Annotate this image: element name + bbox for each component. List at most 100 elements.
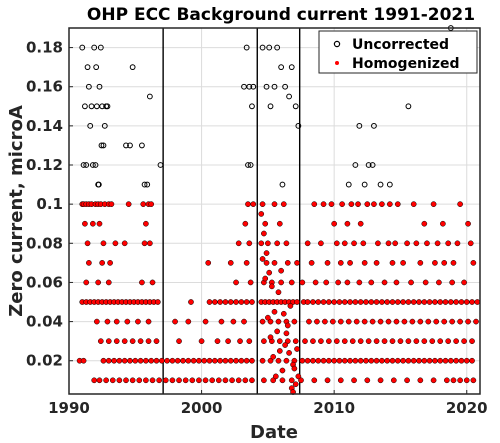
point-homogenized (283, 240, 290, 247)
point-homogenized (410, 357, 417, 364)
point-uncorrected (278, 64, 285, 71)
point-homogenized (97, 338, 104, 345)
point-homogenized (243, 260, 250, 266)
point-uncorrected (246, 83, 253, 90)
point-uncorrected (92, 162, 99, 168)
point-homogenized (381, 279, 388, 286)
point-homogenized (237, 338, 243, 345)
point-homogenized (185, 357, 192, 364)
point-homogenized (267, 318, 274, 325)
point-homogenized (278, 267, 284, 274)
point-uncorrected (101, 122, 108, 129)
point-homogenized (442, 299, 449, 305)
point-homogenized (247, 279, 254, 286)
point-homogenized (442, 357, 449, 364)
point-uncorrected (80, 162, 87, 168)
point-homogenized (405, 357, 412, 364)
legend-marker-uncorrected (333, 40, 341, 48)
point-homogenized (202, 377, 209, 384)
point-uncorrected (91, 44, 98, 51)
point-uncorrected (129, 64, 136, 71)
point-homogenized (259, 256, 266, 262)
point-homogenized (145, 318, 152, 325)
point-homogenized (137, 357, 144, 364)
point-homogenized (470, 377, 477, 384)
point-homogenized (324, 260, 331, 266)
point-uncorrected (144, 181, 151, 188)
point-homogenized (365, 338, 372, 345)
point-homogenized (458, 299, 465, 305)
point-homogenized (230, 318, 237, 325)
point-homogenized (294, 299, 300, 305)
point-homogenized (393, 279, 400, 286)
point-uncorrected (93, 103, 100, 110)
point-uncorrected (286, 93, 292, 100)
point-homogenized (329, 318, 336, 325)
point-homogenized (156, 377, 163, 384)
point-homogenized (227, 357, 234, 364)
point-homogenized (326, 299, 332, 305)
point-homogenized (121, 357, 128, 364)
point-uncorrected (247, 162, 254, 168)
point-homogenized (280, 310, 287, 317)
point-homogenized (441, 318, 448, 325)
point-homogenized (311, 377, 318, 384)
point-homogenized (436, 279, 442, 286)
point-uncorrected (123, 142, 129, 149)
point-homogenized (445, 240, 452, 247)
point-homogenized (379, 357, 385, 364)
y-tick-label: 0.14 (26, 117, 63, 135)
point-homogenized (261, 230, 267, 237)
point-uncorrected (243, 44, 250, 51)
point-homogenized (294, 346, 300, 352)
point-homogenized (148, 201, 155, 207)
point-homogenized (272, 373, 279, 380)
point-homogenized (292, 338, 299, 345)
point-homogenized (259, 201, 266, 207)
point-homogenized (125, 201, 132, 207)
point-homogenized (373, 299, 380, 305)
point-homogenized (379, 299, 385, 305)
point-uncorrected (386, 181, 393, 188)
point-homogenized (408, 279, 414, 286)
point-homogenized (351, 377, 357, 384)
series-uncorrected (79, 25, 454, 188)
point-uncorrected (271, 83, 278, 90)
point-homogenized (453, 338, 459, 345)
point-homogenized (284, 322, 291, 329)
point-homogenized (294, 260, 300, 266)
point-uncorrected (88, 103, 95, 110)
point-homogenized (385, 240, 392, 247)
point-homogenized (353, 318, 360, 325)
x-axis-label: Date (250, 422, 298, 443)
point-homogenized (229, 377, 235, 384)
point-homogenized (357, 299, 364, 305)
point-homogenized (261, 377, 267, 384)
point-homogenized (337, 377, 344, 384)
point-homogenized (238, 299, 245, 305)
point-homogenized (447, 299, 454, 305)
point-homogenized (180, 357, 186, 364)
point-homogenized (206, 299, 213, 305)
point-homogenized (337, 260, 344, 266)
point-homogenized (333, 338, 340, 345)
point-homogenized (287, 303, 294, 309)
point-homogenized (315, 299, 322, 305)
point-homogenized (147, 240, 153, 247)
point-homogenized (295, 373, 302, 380)
point-homogenized (143, 220, 149, 227)
x-tick-label: 2010 (313, 399, 355, 417)
point-homogenized (143, 357, 149, 364)
point-homogenized (345, 318, 352, 325)
point-homogenized (141, 240, 148, 247)
gridlines (68, 28, 480, 394)
point-homogenized (400, 260, 406, 266)
point-homogenized (320, 357, 327, 364)
point-homogenized (357, 357, 364, 364)
point-homogenized (227, 260, 234, 266)
point-homogenized (96, 377, 103, 384)
point-uncorrected (249, 103, 255, 110)
y-tick-label: 0.08 (26, 234, 63, 252)
legend-marker-homogenized (335, 61, 339, 65)
point-homogenized (116, 357, 123, 364)
